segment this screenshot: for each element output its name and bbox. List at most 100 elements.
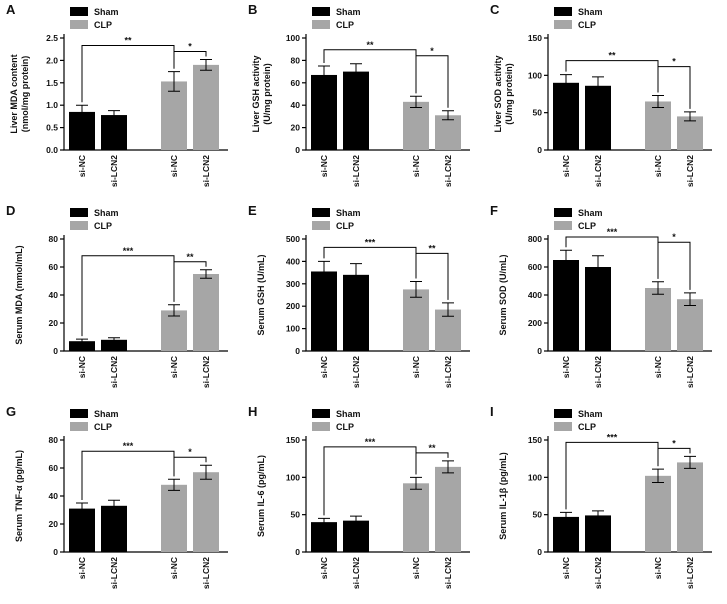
legend-swatch	[70, 409, 88, 418]
y-axis-label: Serum MDA (mmol/mL)	[14, 245, 24, 344]
y-tick-label: 500	[286, 234, 300, 244]
panel-letter: E	[248, 203, 257, 218]
error-bar	[442, 110, 454, 121]
error-bar	[652, 94, 664, 108]
y-tick-label: 100	[286, 33, 300, 43]
panel-letter: D	[6, 203, 15, 218]
legend-label: Sham	[336, 7, 361, 17]
x-tick-label: si-LCN2	[201, 155, 211, 187]
y-tick-label: 2.0	[46, 55, 58, 65]
legend-label: Sham	[94, 409, 119, 419]
bar	[403, 289, 429, 351]
error-bar	[442, 302, 454, 317]
significance-label: **	[366, 40, 374, 50]
significance-bracket	[415, 252, 449, 300]
error-bar	[76, 502, 88, 515]
significance-bracket	[657, 447, 691, 467]
error-bar	[684, 455, 696, 469]
y-axis-label: Serum IL-1β (pg/mL)	[498, 452, 508, 540]
significance-label: *	[672, 57, 676, 67]
panel: E Serum GSH (U/mL) 0 100 200 300 400 500 si-NC si…	[248, 203, 470, 388]
x-tick-label: si-NC	[169, 356, 179, 378]
legend-label: Sham	[578, 7, 603, 17]
significance-bracket	[657, 241, 691, 290]
y-tick-label: 0	[53, 346, 58, 356]
bar	[645, 288, 671, 351]
x-tick-label: si-NC	[653, 155, 663, 177]
panel-letter: H	[248, 404, 257, 419]
y-tick-label: 0	[295, 346, 300, 356]
bar	[553, 260, 579, 351]
y-axis-label: (nmol/mg protein)	[20, 56, 30, 133]
significance-bracket	[173, 261, 207, 302]
panel: F Serum SOD (U/mL) 0 200 400 600 800 si-NC si-LC…	[490, 203, 712, 388]
error-bar	[200, 59, 212, 71]
error-bar	[652, 281, 664, 295]
x-tick-label: si-NC	[653, 356, 663, 378]
x-tick-label: si-LCN2	[109, 356, 119, 388]
bar	[553, 516, 579, 552]
y-tick-label: 0	[53, 547, 58, 557]
significance-label: *	[672, 232, 676, 242]
error-bar	[108, 110, 120, 121]
legend-swatch	[312, 221, 330, 230]
x-tick-label: si-LCN2	[109, 557, 119, 589]
significance-bracket	[415, 55, 449, 108]
y-tick-label: 50	[291, 510, 301, 520]
legend-swatch	[554, 20, 572, 29]
bar	[193, 274, 219, 351]
x-tick-label: si-LCN2	[109, 155, 119, 187]
panel: H Serum IL-6 (pg/mL) 0 50 100 150 si-NC si-LCN2…	[248, 404, 470, 589]
significance-label: **	[124, 36, 132, 46]
legend-label: Sham	[336, 409, 361, 419]
x-tick-label: si-NC	[319, 356, 329, 378]
error-bar	[200, 464, 212, 480]
significance-bracket	[565, 236, 659, 279]
significance-label: ***	[123, 441, 134, 451]
legend-label: CLP	[94, 20, 112, 30]
x-tick-label: si-NC	[561, 155, 571, 177]
panel-letter: F	[490, 203, 498, 218]
error-bar	[442, 460, 454, 474]
legend-swatch	[312, 409, 330, 418]
bar	[311, 74, 337, 150]
bar	[101, 115, 127, 150]
x-tick-label: si-LCN2	[443, 155, 453, 187]
y-tick-label: 800	[528, 234, 542, 244]
x-tick-label: si-LCN2	[201, 356, 211, 388]
error-bar	[76, 338, 88, 344]
error-bar	[560, 249, 572, 271]
x-tick-label: si-NC	[169, 557, 179, 579]
legend-swatch	[554, 7, 572, 16]
bar	[585, 267, 611, 351]
y-axis-label: (U/mg protein)	[262, 63, 272, 125]
panel-letter: B	[248, 2, 257, 17]
significance-label: ***	[123, 246, 134, 256]
error-bar	[76, 104, 88, 120]
panel: B Liver GSH activity (U/mg protein) 0 20 40 60…	[248, 2, 470, 187]
legend-swatch	[554, 422, 572, 431]
significance-label: *	[672, 438, 676, 448]
significance-label: *	[188, 447, 192, 457]
legend-swatch	[554, 221, 572, 230]
legend-swatch	[554, 208, 572, 217]
significance-bracket	[415, 452, 449, 475]
bar	[435, 115, 461, 150]
x-tick-label: si-NC	[77, 155, 87, 177]
bar	[645, 475, 671, 552]
y-axis-label: Liver SOD activity	[493, 55, 503, 132]
error-bar	[318, 65, 330, 85]
y-tick-label: 300	[286, 279, 300, 289]
y-tick-label: 0	[537, 547, 542, 557]
error-bar	[350, 263, 362, 287]
y-axis-label: Serum GSH (U/mL)	[256, 254, 266, 335]
significance-label: **	[186, 252, 194, 262]
panel-letter: I	[490, 404, 494, 419]
x-tick-label: si-LCN2	[593, 356, 603, 388]
y-tick-label: 80	[291, 55, 301, 65]
bar	[101, 505, 127, 552]
x-tick-label: si-LCN2	[351, 356, 361, 388]
y-tick-label: 100	[528, 70, 542, 80]
x-tick-label: si-LCN2	[443, 356, 453, 388]
